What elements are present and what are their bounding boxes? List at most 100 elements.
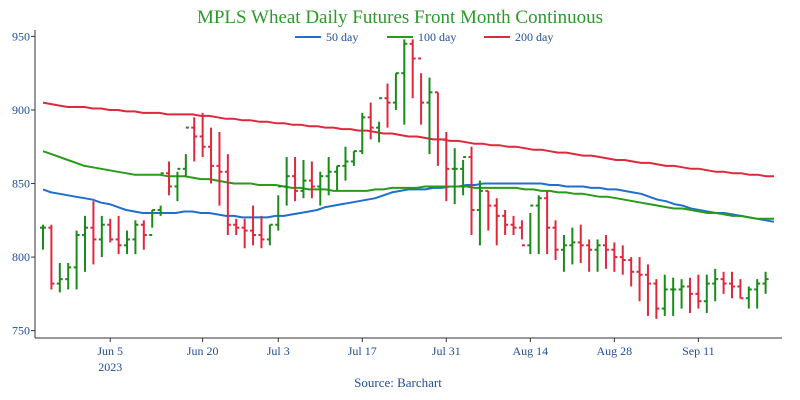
legend-label: 100 day bbox=[418, 30, 456, 44]
ohlc-bar bbox=[191, 117, 198, 162]
ohlc-bar bbox=[476, 180, 483, 246]
legend: 50 day 100 day 200 day bbox=[295, 30, 553, 44]
x-tick-label: Sep 11 bbox=[682, 344, 715, 358]
ohlc-bar bbox=[392, 72, 399, 110]
chart-title: MPLS Wheat Daily Futures Front Month Con… bbox=[197, 7, 603, 28]
y-tick-label: 800 bbox=[12, 250, 30, 264]
x-tick-sublabel: 2023 bbox=[98, 360, 122, 374]
ohlc-bar bbox=[115, 215, 122, 255]
ohlc-bar bbox=[594, 239, 601, 272]
ohlc-bar bbox=[426, 77, 433, 155]
ohlc-bar bbox=[283, 157, 290, 206]
ohlc-bar bbox=[367, 102, 374, 140]
series-line-200-day bbox=[42, 101, 774, 178]
ohlc-bar bbox=[275, 185, 282, 231]
ohlc-bar bbox=[460, 156, 467, 196]
source-caption: Source: Barchart bbox=[354, 375, 442, 390]
ohlc-bar bbox=[292, 157, 299, 202]
ohlc-bars bbox=[40, 39, 769, 319]
ohlc-bar bbox=[754, 279, 761, 309]
y-tick-label: 950 bbox=[12, 29, 30, 43]
ohlc-bar bbox=[384, 83, 391, 128]
ohlc-bar bbox=[224, 154, 231, 236]
x-tick-label: Aug 28 bbox=[597, 344, 633, 358]
ohlc-bar bbox=[686, 277, 693, 313]
ohlc-bar bbox=[325, 157, 332, 196]
ohlc-bar bbox=[350, 150, 357, 166]
ohlc-bar bbox=[266, 223, 273, 246]
ohlc-bar bbox=[670, 277, 677, 316]
ohlc-bar bbox=[485, 189, 492, 231]
ohlc-bar bbox=[300, 159, 307, 199]
ohlc-bar bbox=[552, 220, 559, 261]
series-line-100-day bbox=[42, 150, 774, 220]
ohlc-bar bbox=[628, 257, 635, 287]
ohlc-bar bbox=[745, 286, 752, 309]
ohlc-bar bbox=[166, 161, 173, 196]
ohlc-bar bbox=[233, 218, 240, 236]
ohlc-bar bbox=[216, 132, 223, 206]
ohlc-bar bbox=[661, 274, 668, 316]
ohlc-bar bbox=[762, 271, 769, 294]
ohlc-bar bbox=[250, 205, 257, 246]
ohlc-bar bbox=[653, 279, 660, 319]
ohlc-bar bbox=[451, 148, 458, 205]
ohlc-bar bbox=[636, 257, 643, 302]
x-tick-label: Jun 5 bbox=[97, 344, 123, 358]
x-tick-label: Aug 14 bbox=[512, 344, 548, 358]
ohlc-bar bbox=[518, 220, 525, 247]
ohlc-bar bbox=[611, 242, 618, 272]
ohlc-bar bbox=[56, 262, 63, 293]
ohlc-bar bbox=[644, 264, 651, 316]
x-tick-label: Jun 20 bbox=[187, 344, 219, 358]
ohlc-bar bbox=[401, 39, 408, 125]
ohlc-bar bbox=[208, 127, 215, 184]
moving-average-lines bbox=[42, 101, 775, 223]
ohlc-bar bbox=[334, 164, 341, 191]
x-tick-label: Jul 31 bbox=[432, 344, 461, 358]
ohlc-bar bbox=[359, 112, 366, 155]
ohlc-bar bbox=[527, 204, 534, 255]
ohlc-bar bbox=[98, 215, 105, 258]
ohlc-bar bbox=[308, 161, 315, 199]
legend-label: 50 day bbox=[326, 30, 358, 44]
ohlc-bar bbox=[199, 112, 206, 158]
ohlc-bar bbox=[468, 146, 475, 236]
ohlc-bar bbox=[82, 215, 89, 272]
ohlc-bar bbox=[40, 224, 46, 250]
ohlc-bar bbox=[619, 245, 626, 275]
ohlc-bar bbox=[737, 279, 744, 300]
ohlc-bar bbox=[317, 171, 324, 206]
ohlc-bar bbox=[342, 146, 349, 181]
ohlc-bar bbox=[544, 190, 551, 255]
x-tick-label: Jul 17 bbox=[348, 344, 377, 358]
ohlc-bar bbox=[376, 97, 383, 143]
ohlc-bar bbox=[535, 195, 542, 255]
y-tick-label: 750 bbox=[12, 324, 30, 338]
ohlc-bar bbox=[140, 220, 147, 250]
ohlc-bar bbox=[48, 224, 55, 290]
ohlc-bar bbox=[132, 220, 139, 255]
ohlc-bar bbox=[124, 230, 131, 255]
ohlc-bar bbox=[418, 57, 425, 125]
ohlc-bar bbox=[107, 218, 114, 243]
ohlc-bar bbox=[728, 271, 735, 299]
ohlc-bar bbox=[174, 167, 181, 202]
ohlc-bar bbox=[434, 91, 441, 166]
y-tick-label: 850 bbox=[12, 177, 30, 191]
ohlc-bar bbox=[73, 230, 80, 290]
ohlc-bar bbox=[712, 268, 719, 302]
ohlc-bar bbox=[560, 235, 567, 272]
ohlc-bar bbox=[241, 218, 248, 249]
axes: 750 800 850 900 950 Jun 5 2023 Jun 20 Jul 3 Jul 1… bbox=[12, 29, 782, 374]
ohlc-bar bbox=[149, 209, 156, 237]
ohlc-bar bbox=[258, 215, 265, 249]
x-tick-label: Jul 3 bbox=[267, 344, 290, 358]
ohlc-bar bbox=[703, 274, 710, 313]
ohlc-bar bbox=[678, 279, 685, 309]
ohlc-bar bbox=[586, 239, 593, 272]
ohlc-bar bbox=[695, 274, 702, 309]
ohlc-bar bbox=[577, 224, 584, 263]
ohlc-bar bbox=[65, 262, 72, 290]
